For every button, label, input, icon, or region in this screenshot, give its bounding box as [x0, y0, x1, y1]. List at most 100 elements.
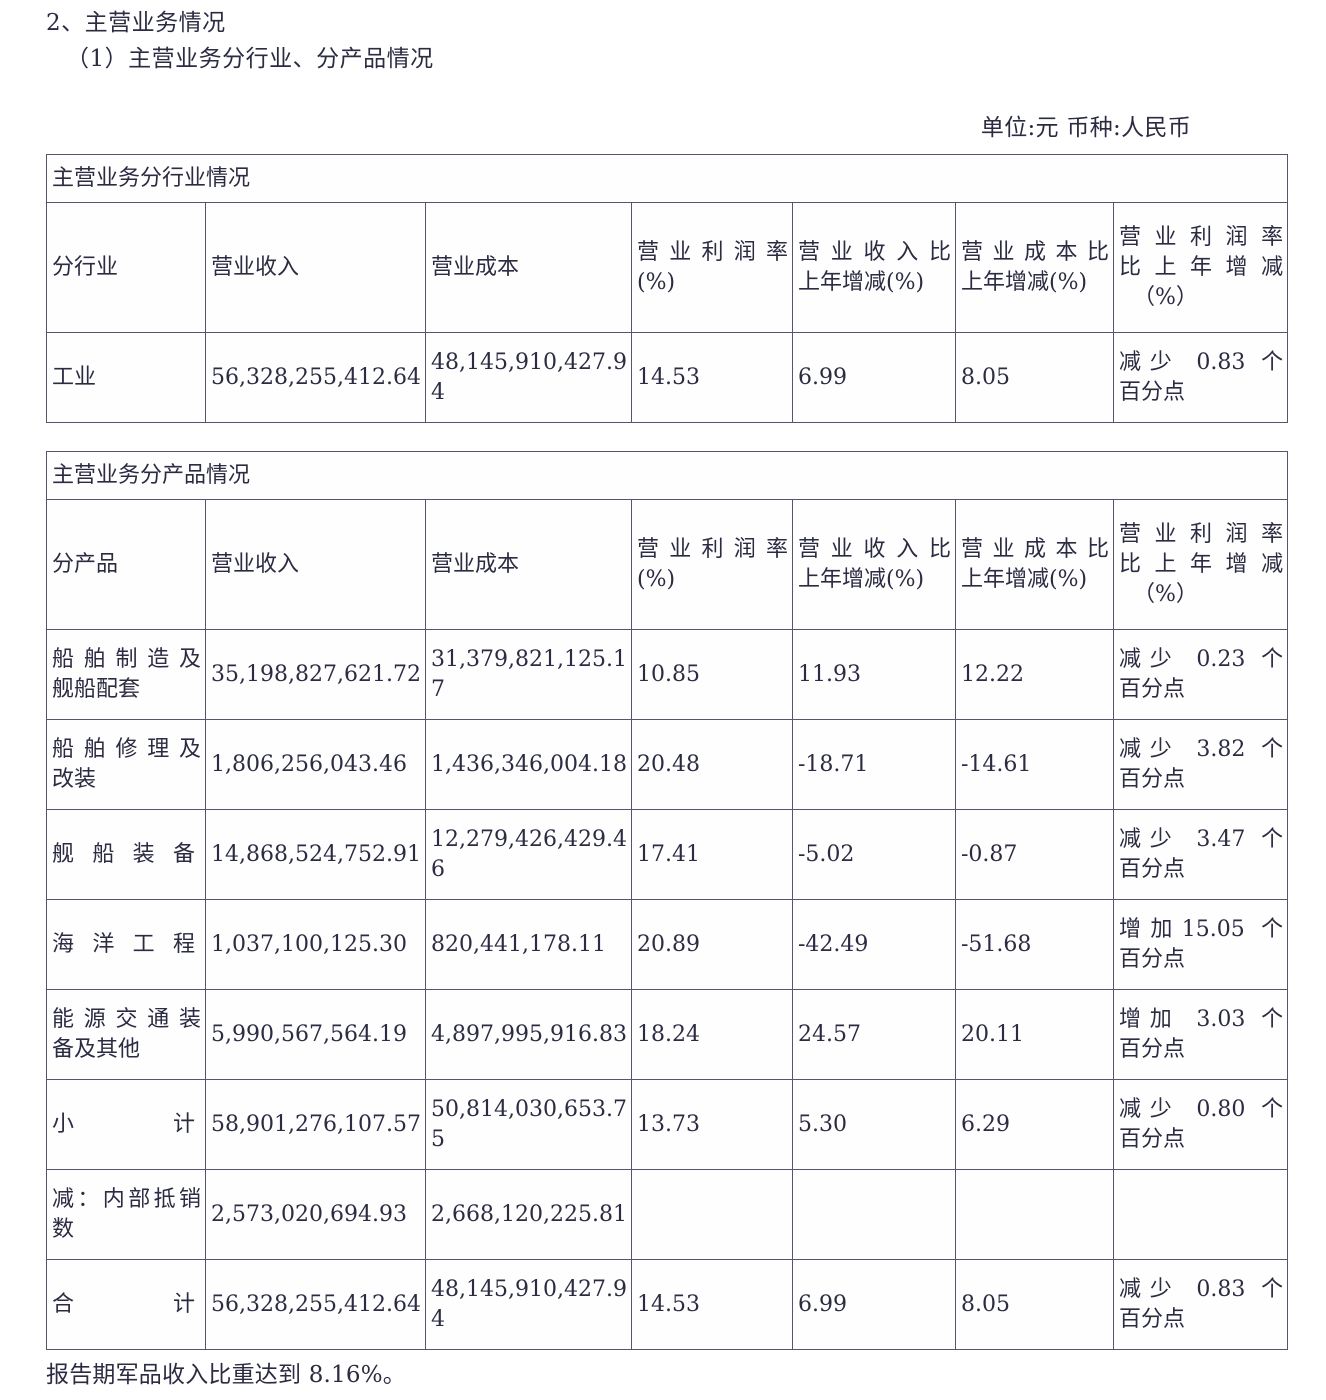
- unit-currency-note: 单位:元 币种:人民币: [980, 115, 1191, 141]
- cell-revenue: 1,806,256,043.46: [205, 719, 426, 810]
- cell-cost: 2,668,120,225.81: [425, 1169, 632, 1260]
- cell-profit-rate: 18.24: [631, 989, 793, 1080]
- cell-revenue-delta: 6.99: [792, 1259, 956, 1350]
- product-breakdown-table: 主营业务分产品情况 分产品 营业收入 营业成本 营业利润率 (%) 营业收入比: [45, 451, 1289, 1350]
- col-header-cost: 营业成本: [425, 202, 632, 333]
- row-label-industry: 工业: [46, 332, 206, 423]
- table-row: 小 计 58,901,276,107.57 50,814,030,653.75 13.…: [46, 1079, 1289, 1170]
- table-row: 减：内部抵销数 2,573,020,694.93 2,668,120,225.81: [46, 1169, 1289, 1260]
- cell-revenue: 58,901,276,107.57: [205, 1079, 426, 1170]
- col-header-profit-rate: 营业利润率 (%): [631, 499, 793, 630]
- cell-profit-rate: 13.73: [631, 1079, 793, 1170]
- cell-cost: 31,379,821,125.17: [425, 629, 632, 720]
- cell-revenue-delta: -42.49: [792, 899, 956, 990]
- table-row: 工业 56,328,255,412.64 48,145,910,427.94 1…: [46, 332, 1289, 423]
- cell-rate-delta: 减少 0.80 个百分点: [1112, 1079, 1289, 1170]
- col-header-cost-delta: 营业成本比 上年增减(%): [955, 202, 1114, 333]
- cell-cost: 4,897,995,916.83: [425, 989, 632, 1080]
- cell-cost: 50,814,030,653.75: [425, 1079, 632, 1170]
- cell-revenue-delta: -5.02: [792, 809, 956, 900]
- cell-cost-delta: 20.11: [955, 989, 1114, 1080]
- col-header-revenue: 营业收入: [205, 202, 426, 333]
- cell-revenue-delta: 11.93: [792, 629, 956, 720]
- col-header-revenue: 营业收入: [205, 499, 426, 630]
- cell-revenue: 35,198,827,621.72: [205, 629, 426, 720]
- row-label-product: 减：内部抵销数: [46, 1169, 206, 1260]
- cell-revenue-delta: 24.57: [792, 989, 956, 1080]
- footer-note: 报告期军品收入比重达到 8.16%。: [46, 1362, 406, 1388]
- col-header-revenue-delta: 营业收入比 上年增减(%): [792, 202, 956, 333]
- cell-revenue: 56,328,255,412.64: [205, 332, 426, 423]
- cell-revenue-delta: -18.71: [792, 719, 956, 810]
- cell-cost: 820,441,178.11: [425, 899, 632, 990]
- industry-header-row: 分行业 营业收入 营业成本 营业利润率 (%) 营业收入比 上年增减(%) 营业: [46, 202, 1289, 333]
- cell-cost-delta: 6.29: [955, 1079, 1114, 1170]
- table-row: 船舶制造及 舰船配套 35,198,827,621.72 31,379,821,125…: [46, 629, 1289, 720]
- subsection-heading: （1）主营业务分行业、分产品情况: [66, 46, 434, 72]
- cell-cost: 1,436,346,004.18: [425, 719, 632, 810]
- table-row: 能源交通装 备及其他 5,990,567,564.19 4,897,995,916.8…: [46, 989, 1289, 1080]
- row-label-product: 小 计: [46, 1079, 206, 1170]
- row-label-product: 合 计: [46, 1259, 206, 1350]
- col-header-product: 分产品: [46, 499, 206, 630]
- document-page: 2、主营业务情况 （1）主营业务分行业、分产品情况 单位:元 币种:人民币 主营…: [0, 8, 1326, 1400]
- row-label-product: 海洋工程: [46, 899, 206, 990]
- table-row: 海洋工程 1,037,100,125.30 820,441,178.11 20.89-…: [46, 899, 1289, 990]
- cell-profit-rate: 20.89: [631, 899, 793, 990]
- col-header-revenue-delta: 营业收入比 上年增减(%): [792, 499, 956, 630]
- cell-cost-delta: [955, 1169, 1114, 1260]
- cell-revenue: 5,990,567,564.19: [205, 989, 426, 1080]
- industry-table-caption: 主营业务分行业情况: [45, 154, 1289, 203]
- col-header-rate-delta: 营业利润率 比上年增减 （%）: [1112, 499, 1289, 630]
- cell-rate-delta: 减少 0.83 个百分点: [1112, 1259, 1289, 1350]
- cell-revenue: 56,328,255,412.64: [205, 1259, 426, 1350]
- cell-revenue-delta: 5.30: [792, 1079, 956, 1170]
- table-row: 船舶修理及 改装 1,806,256,043.46 1,436,346,004.18 2…: [46, 719, 1289, 810]
- cell-profit-rate: [631, 1169, 793, 1260]
- cell-profit-rate: 10.85: [631, 629, 793, 720]
- col-header-rate-delta: 营业利润率 比上年增减 （%）: [1112, 202, 1289, 333]
- cell-rate-delta: 减少 3.82 个百分点: [1112, 719, 1289, 810]
- cell-cost-delta: 8.05: [955, 1259, 1114, 1350]
- cell-revenue: 14,868,524,752.91: [205, 809, 426, 900]
- col-header-cost: 营业成本: [425, 499, 632, 630]
- table-row: 合 计 56,328,255,412.64 48,145,910,427.94 14.…: [46, 1259, 1289, 1350]
- cell-revenue: 2,573,020,694.93: [205, 1169, 426, 1260]
- row-label-product: 能源交通装 备及其他: [46, 989, 206, 1080]
- table-spacer: [0, 423, 1326, 451]
- cell-cost: 48,145,910,427.94: [425, 1259, 632, 1350]
- table-caption-row: 主营业务分行业情况: [45, 154, 1289, 203]
- cell-cost: 48,145,910,427.94: [425, 332, 632, 423]
- cell-rate-delta: 减少 0.23 个百分点: [1112, 629, 1289, 720]
- table-caption-row: 主营业务分产品情况: [45, 451, 1289, 500]
- col-header-industry: 分行业: [46, 202, 206, 333]
- cell-cost-delta: 8.05: [955, 332, 1114, 423]
- product-table-caption: 主营业务分产品情况: [45, 451, 1289, 500]
- section-heading: 2、主营业务情况: [46, 10, 226, 36]
- cell-rate-delta: 增加15.05 个百分点: [1112, 899, 1289, 990]
- cell-profit-rate: 20.48: [631, 719, 793, 810]
- row-label-product: 船舶制造及 舰船配套: [46, 629, 206, 720]
- cell-cost-delta: -51.68: [955, 899, 1114, 990]
- cell-cost: 12,279,426,429.46: [425, 809, 632, 900]
- cell-cost-delta: -14.61: [955, 719, 1114, 810]
- industry-breakdown-table: 主营业务分行业情况 分行业 营业收入 营业成本 营业利润率 (%) 营业收入比: [45, 154, 1289, 423]
- cell-rate-delta: 增加 3.03 个百分点: [1112, 989, 1289, 1080]
- row-label-product: 舰船装备: [46, 809, 206, 900]
- product-header-row: 分产品 营业收入 营业成本 营业利润率 (%) 营业收入比 上年增减(%) 营业: [46, 499, 1289, 630]
- cell-revenue-delta: 6.99: [792, 332, 956, 423]
- cell-rate-delta: [1112, 1169, 1289, 1260]
- cell-rate-delta: 减少 0.83 个 百分点: [1112, 332, 1289, 423]
- cell-revenue: 1,037,100,125.30: [205, 899, 426, 990]
- row-label-product: 船舶修理及 改装: [46, 719, 206, 810]
- col-header-cost-delta: 营业成本比 上年增减(%): [955, 499, 1114, 630]
- cell-rate-delta: 减少 3.47 个百分点: [1112, 809, 1289, 900]
- col-header-profit-rate: 营业利润率 (%): [631, 202, 793, 333]
- table-row: 舰船装备 14,868,524,752.91 12,279,426,429.46 17…: [46, 809, 1289, 900]
- cell-revenue-delta: [792, 1169, 956, 1260]
- cell-profit-rate: 14.53: [631, 332, 793, 423]
- cell-cost-delta: 12.22: [955, 629, 1114, 720]
- cell-profit-rate: 17.41: [631, 809, 793, 900]
- cell-profit-rate: 14.53: [631, 1259, 793, 1350]
- cell-cost-delta: -0.87: [955, 809, 1114, 900]
